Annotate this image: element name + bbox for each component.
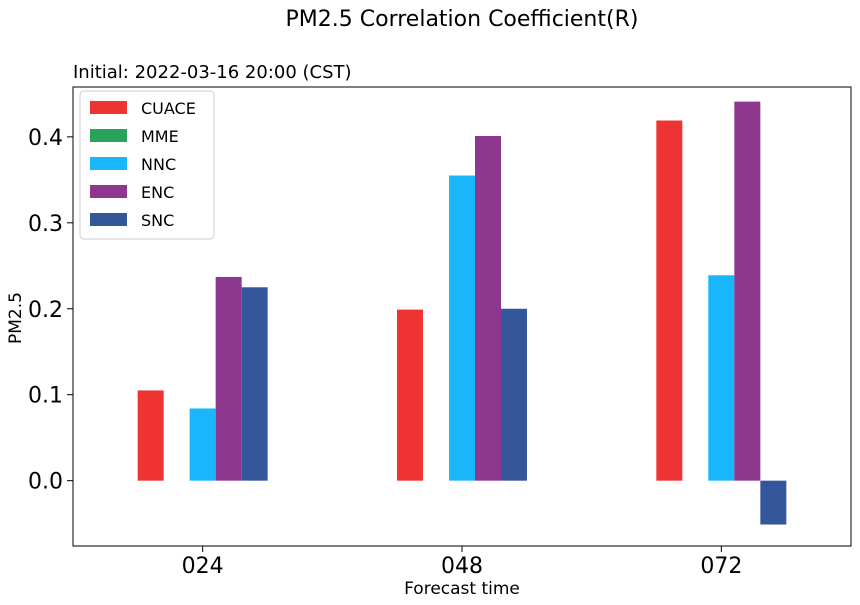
x-axis-label: Forecast time	[404, 579, 520, 599]
x-tick-label: 048	[441, 554, 483, 579]
legend-frame	[79, 90, 215, 240]
bar-nnc-048	[449, 175, 475, 481]
legend-swatch-enc	[90, 185, 127, 198]
y-axis-label: PM2.5	[6, 292, 26, 344]
bar-enc-048	[475, 135, 501, 481]
y-tick-label: 0.2	[28, 298, 63, 323]
legend-swatch-snc	[90, 213, 127, 226]
legend-label-mme: MME	[141, 127, 179, 146]
bar-nnc-072	[708, 275, 735, 481]
bar-snc-072	[760, 480, 787, 525]
bar-cuace-072	[656, 120, 683, 481]
legend: CUACE MME NNC ENC SNC	[79, 90, 215, 240]
bars-group	[137, 101, 787, 525]
legend-label-nnc: NNC	[141, 155, 176, 174]
legend-label-snc: SNC	[141, 211, 174, 230]
x-axis-ticks: 024 048 072	[182, 546, 742, 579]
y-tick-label: 0.4	[28, 126, 63, 151]
legend-swatch-nnc	[90, 157, 127, 170]
y-tick-label: 0.0	[28, 470, 63, 495]
legend-label-enc: ENC	[141, 183, 174, 202]
y-tick-label: 0.3	[28, 212, 63, 237]
bar-enc-024	[215, 276, 242, 481]
y-tick-label: 0.1	[28, 384, 63, 409]
legend-swatch-cuace	[90, 101, 127, 114]
bar-cuace-024	[137, 390, 164, 481]
bar-enc-072	[734, 101, 761, 481]
bar-snc-048	[501, 308, 527, 481]
x-tick-label: 072	[700, 554, 742, 579]
x-tick-label: 024	[182, 554, 224, 579]
bar-snc-024	[241, 287, 268, 481]
y-axis-ticks: 0.0 0.1 0.2 0.3 0.4	[28, 126, 73, 495]
legend-swatch-mme	[90, 129, 127, 142]
bar-nnc-024	[189, 408, 216, 481]
bar-cuace-048	[397, 309, 423, 481]
chart-title: PM2.5 Correlation Coefficient(R)	[286, 7, 639, 32]
legend-label-cuace: CUACE	[141, 99, 196, 118]
chart-subtitle: Initial: 2022-03-16 20:00 (CST)	[73, 62, 352, 83]
